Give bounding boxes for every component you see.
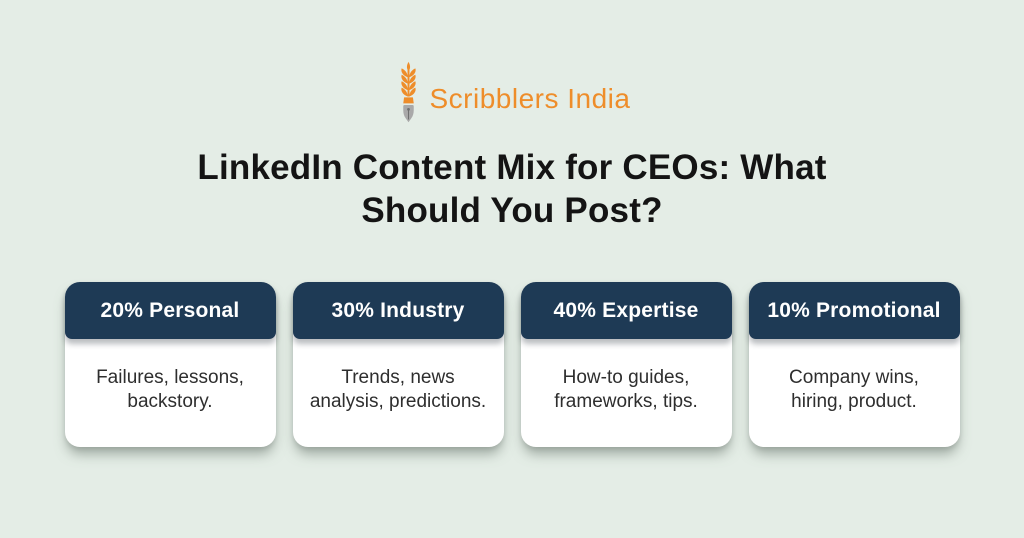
card-personal-header-label: 20% Personal <box>100 298 240 322</box>
page-title-line1: LinkedIn Content Mix for CEOs: What <box>197 148 827 187</box>
card-industry-body-line1: Trends, news <box>341 367 455 388</box>
card-promotional-header: 10% Promotional <box>748 282 960 339</box>
wheat-pen-icon <box>400 61 416 122</box>
card-industry-body: Trends, news analysis, predictions. <box>293 339 504 447</box>
page-title: LinkedIn Content Mix for CEOs: What Shou… <box>197 146 826 232</box>
card-industry-body-line2: analysis, predictions. <box>309 391 487 412</box>
card-personal-body-line2: backstory. <box>127 391 213 412</box>
card-expertise-body-line2: frameworks, tips. <box>554 391 698 412</box>
card-expertise-header-label: 40% Expertise <box>553 298 699 322</box>
card-promotional-body-line1: Company wins, <box>789 367 919 388</box>
card-personal: 20% Personal Failures, lessons, backstor… <box>64 282 276 447</box>
logo: Scribblers India <box>394 60 631 124</box>
card-industry-header: 30% Industry <box>292 282 504 339</box>
card-personal-header: 20% Personal <box>64 282 276 339</box>
card-promotional-body: Company wins, hiring, product. <box>749 339 960 447</box>
card-promotional: 10% Promotional Company wins, hiring, pr… <box>748 282 960 447</box>
card-expertise-header: 40% Expertise <box>520 282 732 339</box>
content-mix-cards: 20% Personal Failures, lessons, backstor… <box>0 282 1024 447</box>
page-title-line2: Should You Post? <box>361 191 663 230</box>
card-personal-body-line1: Failures, lessons, <box>96 367 244 388</box>
logo-text: Scribblers India <box>429 83 631 114</box>
card-expertise-body-line1: How-to guides, <box>562 367 690 388</box>
card-promotional-body-line2: hiring, product. <box>791 391 917 412</box>
card-personal-body: Failures, lessons, backstory. <box>65 339 276 447</box>
card-promotional-header-label: 10% Promotional <box>767 298 941 322</box>
card-industry: 30% Industry Trends, news analysis, pred… <box>292 282 504 447</box>
card-industry-header-label: 30% Industry <box>331 298 465 322</box>
card-expertise: 40% Expertise How-to guides, frameworks,… <box>520 282 732 447</box>
card-expertise-body: How-to guides, frameworks, tips. <box>521 339 732 447</box>
